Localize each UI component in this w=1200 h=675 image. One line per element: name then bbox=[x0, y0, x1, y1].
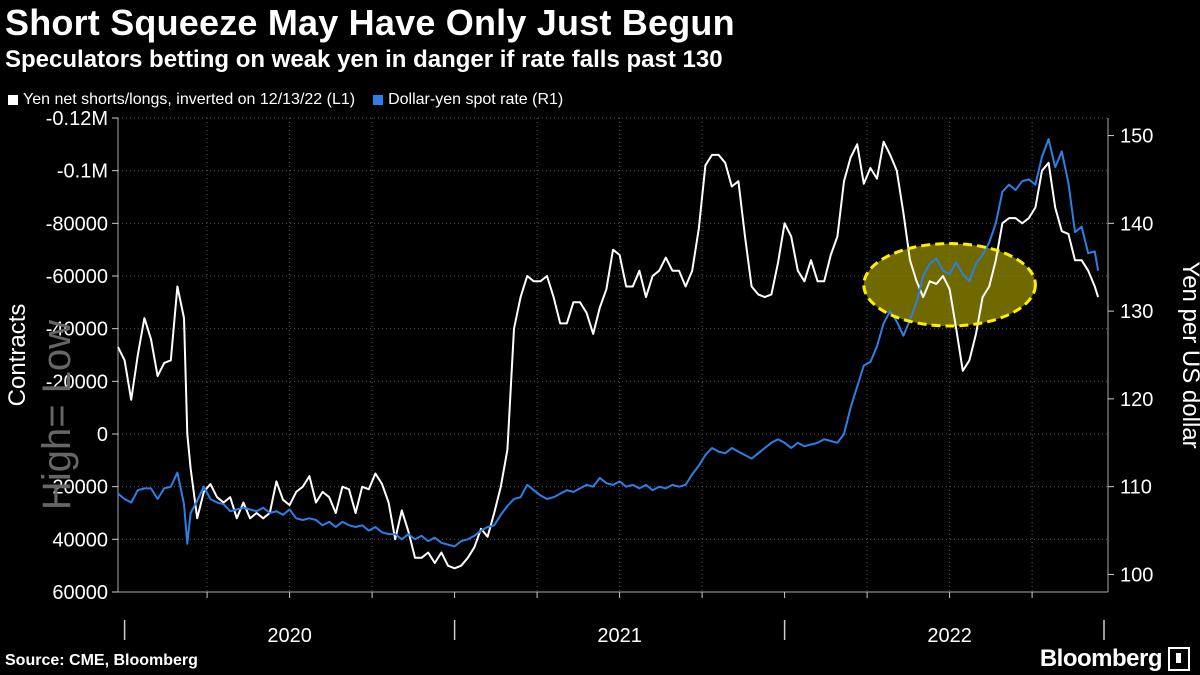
bloomberg-logo: Bloomberg bbox=[1040, 645, 1190, 673]
left-tick-label: -20000 bbox=[46, 371, 108, 393]
bloomberg-icon bbox=[1168, 647, 1190, 671]
right-tick-label: 150 bbox=[1120, 126, 1153, 148]
left-tick-label: -0.1M bbox=[57, 161, 108, 183]
right-tick-label: 110 bbox=[1120, 477, 1152, 499]
left-axis-overlay-label: High= Low bbox=[35, 320, 79, 510]
left-tick-label: -60000 bbox=[46, 266, 108, 288]
left-tick-label: -80000 bbox=[46, 213, 108, 235]
chart-subtitle: Speculators betting on weak yen in dange… bbox=[5, 46, 723, 73]
x-tick-label: 2022 bbox=[927, 625, 972, 647]
chart-legend: Yen net shorts/longs, inverted on 12/13/… bbox=[8, 91, 581, 109]
left-tick-label: -40000 bbox=[46, 319, 108, 341]
right-tick-label: 140 bbox=[1120, 213, 1153, 235]
right-tick-label: 120 bbox=[1120, 389, 1153, 411]
legend-swatch-white bbox=[8, 95, 18, 105]
series-line-yen-positions bbox=[117, 140, 1100, 570]
legend-item-yen-positions: Yen net shorts/longs, inverted on 12/13/… bbox=[8, 91, 355, 109]
left-tick-label: -0.12M bbox=[46, 108, 108, 130]
chart-title: Short Squeeze May Have Only Just Begun bbox=[5, 2, 735, 43]
x-tick-label: 2020 bbox=[267, 625, 312, 647]
x-tick-label: 2021 bbox=[597, 625, 642, 647]
left-tick-label: 20000 bbox=[52, 477, 108, 499]
legend-label: Yen net shorts/longs, inverted on 12/13/… bbox=[23, 91, 356, 108]
source-note: Source: CME, Bloomberg bbox=[5, 652, 198, 669]
legend-item-usdjpy: Dollar-yen spot rate (R1) bbox=[373, 91, 563, 109]
brand-name: Bloomberg bbox=[1039, 645, 1163, 672]
series-line-usdjpy bbox=[117, 138, 1100, 548]
highlight-ellipse-border bbox=[862, 242, 1037, 328]
legend-swatch-blue bbox=[373, 95, 384, 105]
left-tick-label: 60000 bbox=[52, 582, 108, 604]
right-tick-label: 130 bbox=[1120, 301, 1153, 323]
right-axis-title: Yen per US dollar bbox=[1177, 261, 1200, 448]
left-tick-label: 40000 bbox=[52, 529, 108, 551]
left-axis-title: Contracts bbox=[4, 304, 31, 407]
left-tick-label: 0 bbox=[97, 424, 108, 446]
right-tick-label: 100 bbox=[1120, 564, 1153, 586]
highlight-ellipse-fill bbox=[863, 243, 1036, 327]
legend-label: Dollar-yen spot rate (R1) bbox=[388, 91, 564, 108]
